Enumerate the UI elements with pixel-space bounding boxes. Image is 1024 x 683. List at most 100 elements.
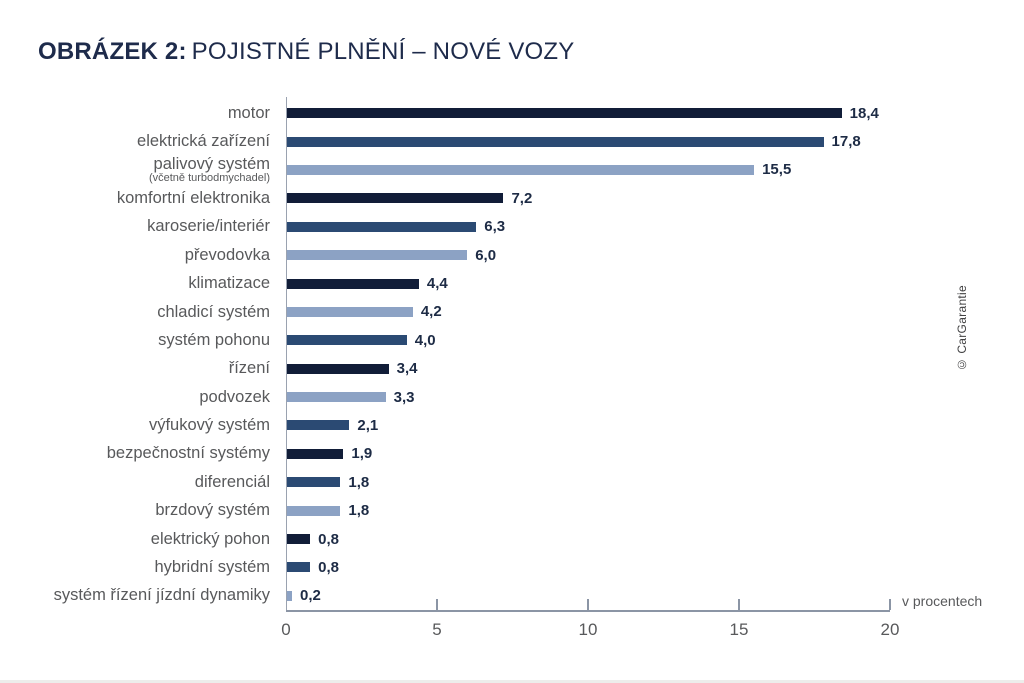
bar xyxy=(286,562,311,573)
copyright-credit: © CarGarantie xyxy=(955,285,969,372)
bar-row: výfukový systém 2,1 xyxy=(16,411,956,439)
bar-track: 0,2 xyxy=(286,587,890,604)
category-text: elektrická zařízení xyxy=(137,132,270,151)
category-text: systém pohonu xyxy=(158,330,270,349)
bar-row: bezpečnostní systémy 1,9 xyxy=(16,440,956,468)
category-label: diferenciál xyxy=(16,474,286,491)
bar xyxy=(286,477,341,488)
category-label: systém řízení jízdní dynamiky xyxy=(16,587,286,604)
bar-track: 4,0 xyxy=(286,332,890,349)
category-text: motor xyxy=(227,103,270,122)
bar-row: komfortní elektronika 7,2 xyxy=(16,184,956,212)
value-label: 7,2 xyxy=(511,189,533,207)
bar xyxy=(286,363,389,374)
category-text: bezpečnostní systémy xyxy=(106,444,270,463)
value-label: 0,8 xyxy=(318,530,340,548)
bar xyxy=(286,590,293,601)
bar-row: řízení 3,4 xyxy=(16,355,956,383)
page-title: OBRÁZEK 2: POJISTNÉ PLNĚNÍ – NOVÉ VOZY xyxy=(38,38,575,66)
bar xyxy=(286,420,350,431)
value-label: 2,1 xyxy=(357,416,379,434)
category-label: převodovka xyxy=(16,245,286,264)
bar-row: motor 18,4 xyxy=(16,99,956,127)
figure-number-label: OBRÁZEK 2: xyxy=(38,38,187,65)
bar-row: elektrická zařízení 17,8 xyxy=(16,127,956,155)
bar-row: palivový systém (včetně turbodmychadel) 15… xyxy=(16,154,956,185)
axis-tick xyxy=(889,599,891,610)
category-text: palivový systém xyxy=(153,154,270,173)
category-label: elektrická zařízení xyxy=(16,133,286,150)
category-text: komfortní elektronika xyxy=(116,188,270,207)
bar-track: 6,3 xyxy=(286,218,890,235)
bar-row: klimatizace 4,4 xyxy=(16,269,956,297)
axis-tick xyxy=(436,599,438,610)
value-label: 1,8 xyxy=(348,473,370,491)
category-text: karoserie/interiér xyxy=(147,217,270,236)
category-text: chladicí systém xyxy=(157,302,270,321)
bar-row: podvozek 3,3 xyxy=(16,383,956,411)
bar-track: 2,1 xyxy=(286,417,890,434)
value-label: 6,0 xyxy=(475,246,497,264)
bar xyxy=(286,164,755,175)
bar-track: 7,2 xyxy=(286,190,890,207)
value-label: 0,2 xyxy=(300,587,321,605)
bar-track: 4,4 xyxy=(286,275,890,292)
bar-track: 1,8 xyxy=(286,474,890,491)
axis-tick-label: 0 xyxy=(281,620,291,639)
category-label: hybridní systém xyxy=(16,559,286,576)
value-label: 4,2 xyxy=(420,303,442,321)
category-label: elektrický pohon xyxy=(16,529,286,548)
x-axis: v procentech 0 5 10 15 20 xyxy=(281,593,982,639)
category-text: brzdový systém xyxy=(155,501,270,520)
bar-track: 15,5 xyxy=(286,161,890,178)
value-label: 15,5 xyxy=(762,161,792,179)
bar-row: brzdový systém 1,8 xyxy=(16,496,956,524)
bar xyxy=(286,193,504,204)
bar-track: 3,4 xyxy=(286,360,890,377)
axis-tick-label: 10 xyxy=(578,620,598,639)
bar-row: systém řízení jízdní dynamiky 0,2 xyxy=(16,582,956,610)
bar-row: elektrický pohon 0,8 xyxy=(16,525,956,553)
bar-track: 1,8 xyxy=(286,502,890,519)
bar-rows: motor 18,4 elektrická zařízení 17,8 palivový… xyxy=(16,99,956,610)
bar-chart: motor 18,4 elektrická zařízení 17,8 palivový… xyxy=(16,97,982,639)
category-text: řízení xyxy=(228,359,270,378)
category-text: hybridní systém xyxy=(154,558,270,577)
category-text: systém řízení jízdní dynamiky xyxy=(53,586,270,605)
axis-tick-label: 15 xyxy=(729,620,749,639)
value-label: 0,8 xyxy=(318,558,340,576)
bar xyxy=(286,108,842,119)
category-label: klimatizace xyxy=(16,275,286,292)
axis-tick xyxy=(738,599,740,610)
category-text: převodovka xyxy=(184,245,270,264)
bar xyxy=(286,278,419,289)
category-text: diferenciál xyxy=(194,472,270,491)
category-label: systém pohonu xyxy=(16,332,286,349)
figure-title-text: POJISTNÉ PLNĚNÍ – NOVÉ VOZY xyxy=(191,38,575,65)
category-subtext: (včetně turbodmychadel) xyxy=(148,172,270,185)
bar-track: 6,0 xyxy=(286,247,890,264)
value-label: 3,3 xyxy=(393,388,415,406)
axis-tick-label: 20 xyxy=(880,620,900,639)
bottom-border xyxy=(0,680,1024,683)
bar xyxy=(286,221,477,232)
bar-track: 0,8 xyxy=(286,531,890,548)
bar xyxy=(286,136,824,147)
category-label: řízení xyxy=(16,360,286,377)
bar-track: 18,4 xyxy=(286,105,890,122)
category-text: podvozek xyxy=(199,387,270,406)
category-label: bezpečnostní systémy xyxy=(16,445,286,462)
bar-row: diferenciál 1,8 xyxy=(16,468,956,496)
bar xyxy=(286,250,468,261)
category-label: palivový systém (včetně turbodmychadel) xyxy=(16,154,286,185)
bar-row: převodovka 6,0 xyxy=(16,241,956,269)
bar-row: hybridní systém 0,8 xyxy=(16,553,956,581)
value-label: 4,0 xyxy=(414,331,436,349)
bar-track: 17,8 xyxy=(286,133,890,150)
bar xyxy=(286,505,341,516)
bar-track: 0,8 xyxy=(286,559,890,576)
category-text: elektrický pohon xyxy=(150,529,270,548)
bar xyxy=(286,335,407,346)
value-label: 18,4 xyxy=(849,104,879,122)
